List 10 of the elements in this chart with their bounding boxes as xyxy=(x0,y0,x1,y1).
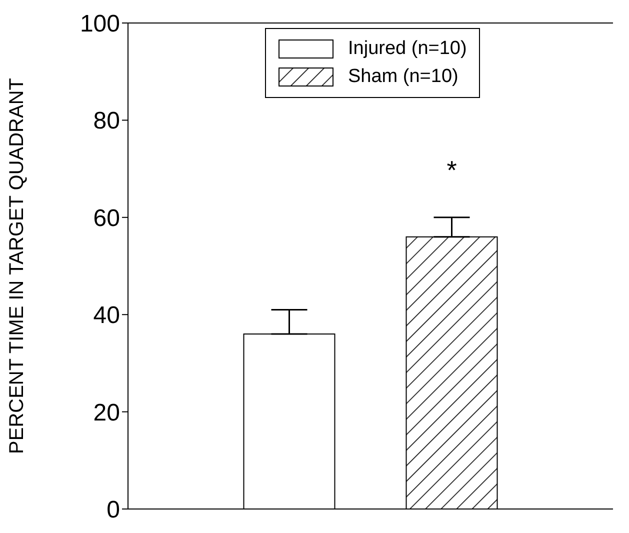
y-tick-label: 60 xyxy=(93,204,120,232)
legend-label: Sham (n=10) xyxy=(348,65,458,89)
y-axis-title: PERCENT TIME IN TARGET QUADRANT xyxy=(6,78,28,454)
legend-label: Injured (n=10) xyxy=(348,37,467,61)
y-tick-label: 20 xyxy=(93,399,120,426)
y-tick-label: 0 xyxy=(106,496,120,524)
annotation: * xyxy=(446,154,457,185)
y-tick-label: 100 xyxy=(80,10,120,38)
y-tick-label: 80 xyxy=(93,108,120,135)
y-tick-label: 40 xyxy=(93,302,120,330)
